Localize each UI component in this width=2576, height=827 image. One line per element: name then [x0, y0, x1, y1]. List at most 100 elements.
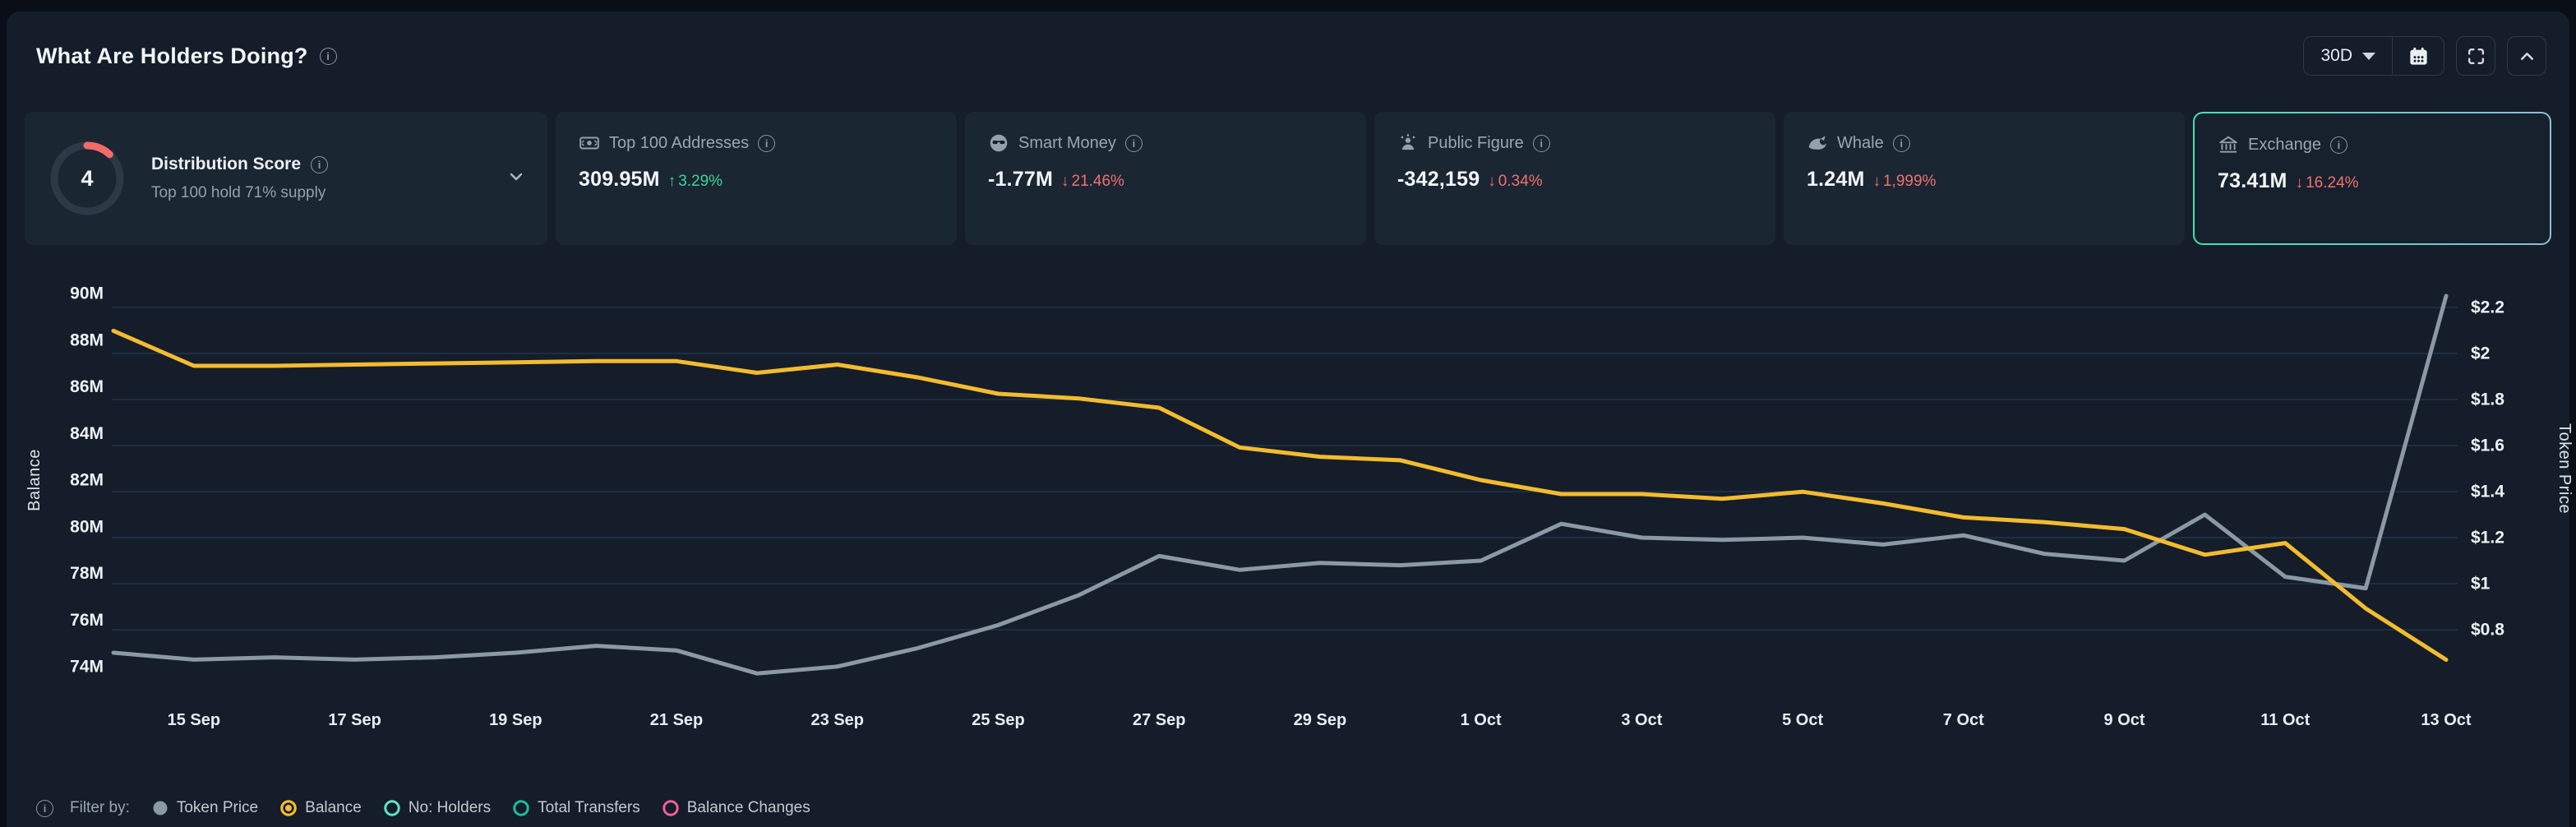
calendar-button[interactable]: [2393, 37, 2444, 75]
left-axis-tick: 86M: [70, 377, 104, 396]
left-axis-tick: 90M: [70, 284, 104, 303]
x-axis-tick: 29 Sep: [1294, 711, 1346, 729]
info-icon[interactable]: i: [1532, 134, 1550, 152]
stat-card-exchange-selected-border: Exchange i 73.41M ↓ 16.24%: [2193, 112, 2551, 245]
down-arrow-icon: ↓: [2295, 174, 2304, 192]
token-price-marker-icon: [153, 801, 168, 815]
stat-value: 309.95M: [579, 168, 660, 191]
x-axis-tick: 3 Oct: [1621, 711, 1662, 729]
exchange-icon: [2219, 136, 2237, 153]
right-axis-title: Token Price: [2555, 423, 2574, 514]
distribution-score-card[interactable]: 4 Distribution Score i Top 100 hold 71% …: [25, 112, 547, 245]
left-axis-tick: 84M: [70, 424, 104, 443]
distribution-score-value: 4: [81, 165, 94, 191]
legend-label: Token Price: [176, 799, 259, 816]
balance-changes-marker-icon: [662, 800, 679, 816]
right-axis-tick: $0.8: [2471, 621, 2504, 640]
stat-label: Whale: [1837, 133, 1884, 152]
total-transfers-marker-icon: [513, 800, 529, 816]
left-axis-tick: 76M: [70, 611, 104, 630]
stat-label: Public Figure: [1428, 133, 1524, 152]
up-arrow-icon: ↑: [667, 173, 676, 190]
info-icon[interactable]: i: [1124, 134, 1143, 152]
legend-item-token-price[interactable]: Token Price: [151, 799, 258, 817]
distribution-gauge: 4: [46, 137, 128, 219]
whale-icon: [1808, 136, 1826, 150]
right-axis-tick: $1.4: [2471, 483, 2504, 501]
info-icon[interactable]: i: [758, 134, 776, 152]
public-figure-icon: [1401, 134, 1415, 150]
legend-item-total-transfers[interactable]: Total Transfers: [512, 799, 640, 817]
x-axis-tick: 9 Oct: [2104, 711, 2145, 729]
x-axis-tick: 15 Sep: [168, 711, 220, 729]
stat-label: Smart Money: [1018, 133, 1116, 152]
left-axis-tick: 88M: [70, 330, 104, 349]
right-axis-tick: $1.8: [2471, 390, 2504, 409]
no-holders-marker-icon: [384, 800, 400, 816]
x-axis-tick: 25 Sep: [972, 711, 1024, 729]
legend-info-icon[interactable]: i: [36, 799, 53, 817]
stat-card-smart-money[interactable]: Smart Money i -1.77M ↓ 21.46%: [965, 112, 1366, 245]
x-axis-tick: 5 Oct: [1782, 711, 1823, 729]
calendar-icon: [2409, 47, 2427, 65]
banknote-icon: [579, 136, 599, 150]
down-arrow-icon: ↓: [1061, 173, 1069, 190]
chevron-down-icon: [2362, 52, 2375, 60]
divider: [2392, 37, 2393, 75]
down-arrow-icon: ↓: [1872, 173, 1881, 190]
stat-change: 16.24%: [2306, 174, 2359, 192]
legend-item-balance[interactable]: Balance: [279, 799, 362, 817]
stat-cards-row: 4 Distribution Score i Top 100 hold 71% …: [25, 112, 2551, 245]
range-label: 30D: [2320, 46, 2352, 65]
x-axis-tick: 21 Sep: [650, 711, 703, 729]
balance-line: [111, 328, 2449, 662]
stat-change: 21.46%: [1071, 173, 1124, 190]
chart-legend: i Filter by: Token Price Balance No: Hol…: [36, 791, 810, 825]
chevron-down-icon[interactable]: [506, 167, 526, 187]
x-axis-tick: 17 Sep: [328, 711, 381, 729]
collapse-button[interactable]: [2507, 36, 2546, 76]
right-axis-tick: $1: [2471, 575, 2491, 594]
stat-change: 1,999%: [1882, 173, 1937, 190]
x-axis-tick: 13 Oct: [2421, 711, 2471, 729]
legend-item-no-holders[interactable]: No: Holders: [383, 799, 491, 817]
x-axis-tick: 27 Sep: [1133, 711, 1185, 729]
stat-value: 1.24M: [1807, 168, 1865, 191]
x-axis-tick: 11 Oct: [2260, 711, 2310, 729]
legend-label: Balance Changes: [686, 799, 810, 816]
info-icon[interactable]: i: [311, 155, 329, 173]
range-dropdown[interactable]: 30D: [2304, 37, 2392, 75]
left-axis-tick: 78M: [70, 564, 104, 583]
token-price-line: [111, 293, 2449, 676]
smart-money-icon: [990, 134, 1008, 152]
x-axis-tick: 7 Oct: [1943, 711, 1984, 729]
panel-header: What Are Holders Doing? i 30D: [36, 35, 2546, 77]
stat-change: 0.34%: [1498, 173, 1543, 190]
stat-card-top100[interactable]: Top 100 Addresses i 309.95M ↑ 3.29%: [556, 112, 957, 245]
balance-marker-icon: [280, 800, 297, 816]
stat-card-exchange[interactable]: Exchange i 73.41M ↓ 16.24%: [2195, 113, 2550, 243]
holders-chart: 90M 88M 86M 84M 82M 80M 78M 76M 74M $2.2 $2 $1.8 $1.…: [25, 284, 2574, 730]
info-icon[interactable]: i: [1892, 134, 1910, 152]
fullscreen-icon: [2468, 48, 2484, 64]
right-axis-tick: $2.2: [2471, 298, 2504, 317]
x-axis-tick: 1 Oct: [1461, 711, 1502, 729]
stat-value: -1.77M: [988, 168, 1054, 191]
header-controls: 30D: [2303, 36, 2546, 76]
stat-card-public-figure[interactable]: Public Figure i -342,159 ↓ 0.34%: [1374, 112, 1775, 245]
page-title: What Are Holders Doing?: [36, 43, 308, 68]
legend-item-balance-changes[interactable]: Balance Changes: [662, 799, 810, 817]
title-info-icon[interactable]: i: [319, 47, 337, 65]
x-axis-tick: 19 Sep: [489, 711, 542, 729]
fullscreen-button[interactable]: [2456, 36, 2495, 76]
legend-label: Balance: [305, 799, 362, 816]
legend-label: Total Transfers: [538, 799, 640, 816]
chevron-up-icon: [2520, 52, 2533, 60]
left-axis-tick: 82M: [70, 471, 104, 490]
legend-label: No: Holders: [408, 799, 492, 816]
right-axis-tick: $2: [2471, 344, 2490, 363]
stat-card-whale[interactable]: Whale i 1.24M ↓ 1,999%: [1784, 112, 2185, 245]
info-icon[interactable]: i: [2329, 136, 2347, 154]
x-axis-tick: 23 Sep: [811, 711, 864, 729]
distribution-score-title: Distribution Score: [151, 155, 302, 173]
